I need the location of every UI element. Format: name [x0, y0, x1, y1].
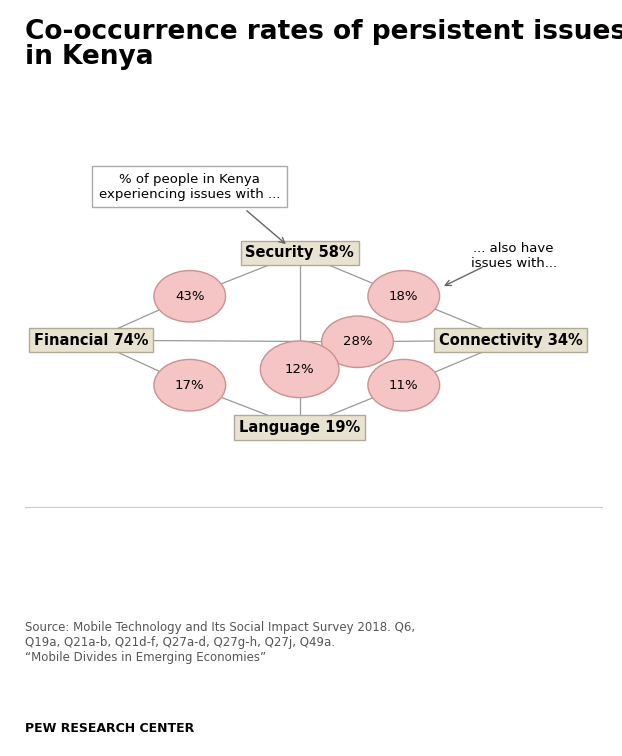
Text: 17%: 17% — [175, 379, 205, 392]
Text: ... also have
issues with...: ... also have issues with... — [471, 241, 557, 270]
Text: 43%: 43% — [175, 290, 205, 302]
Text: Financial 74%: Financial 74% — [34, 333, 149, 348]
Text: Connectivity 34%: Connectivity 34% — [439, 333, 583, 348]
Text: 11%: 11% — [389, 379, 419, 392]
Text: Co-occurrence rates of persistent issues: Co-occurrence rates of persistent issues — [25, 19, 622, 45]
Ellipse shape — [154, 271, 226, 322]
Ellipse shape — [368, 359, 440, 411]
Text: 12%: 12% — [285, 363, 315, 376]
Text: Security 58%: Security 58% — [245, 246, 354, 260]
Text: 28%: 28% — [343, 336, 372, 349]
Text: Source: Mobile Technology and Its Social Impact Survey 2018. Q6,
Q19a, Q21a-b, Q: Source: Mobile Technology and Its Social… — [25, 621, 415, 665]
Ellipse shape — [368, 271, 440, 322]
Ellipse shape — [322, 316, 393, 367]
Ellipse shape — [154, 359, 226, 411]
Text: in Kenya: in Kenya — [25, 44, 154, 70]
Text: 18%: 18% — [389, 290, 419, 302]
Text: Language 19%: Language 19% — [239, 420, 360, 435]
Text: % of people in Kenya
experiencing issues with ...: % of people in Kenya experiencing issues… — [99, 172, 281, 201]
Text: PEW RESEARCH CENTER: PEW RESEARCH CENTER — [25, 722, 194, 735]
Ellipse shape — [261, 341, 339, 398]
